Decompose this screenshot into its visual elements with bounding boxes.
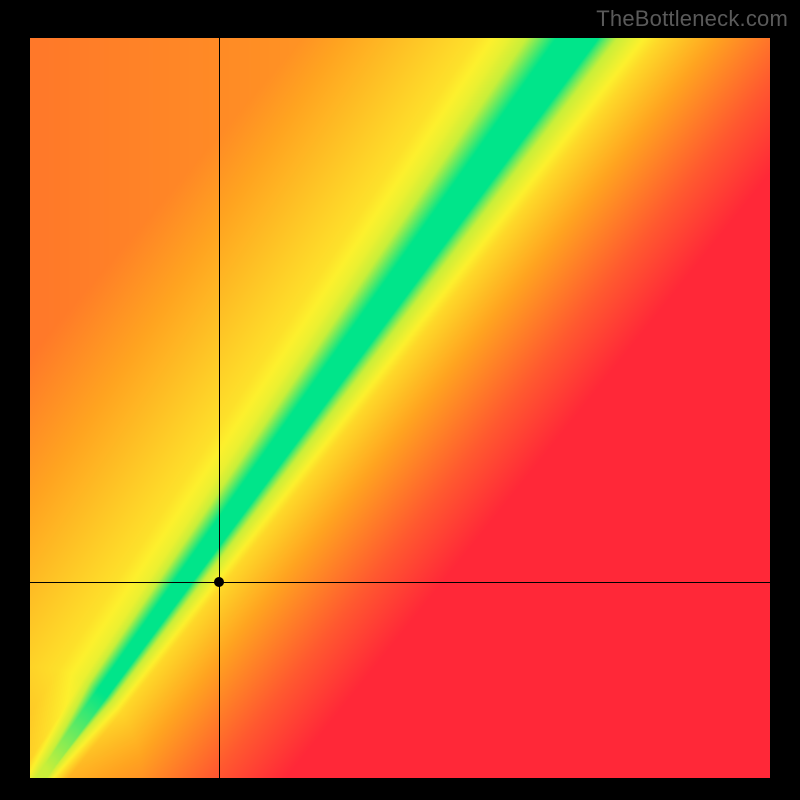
watermark-text: TheBottleneck.com	[596, 6, 788, 32]
crosshair-horizontal	[30, 582, 770, 583]
heatmap-canvas	[30, 38, 770, 778]
chart-frame: TheBottleneck.com	[0, 0, 800, 800]
crosshair-marker[interactable]	[214, 577, 224, 587]
plot-area	[30, 38, 770, 778]
crosshair-vertical	[219, 38, 220, 778]
